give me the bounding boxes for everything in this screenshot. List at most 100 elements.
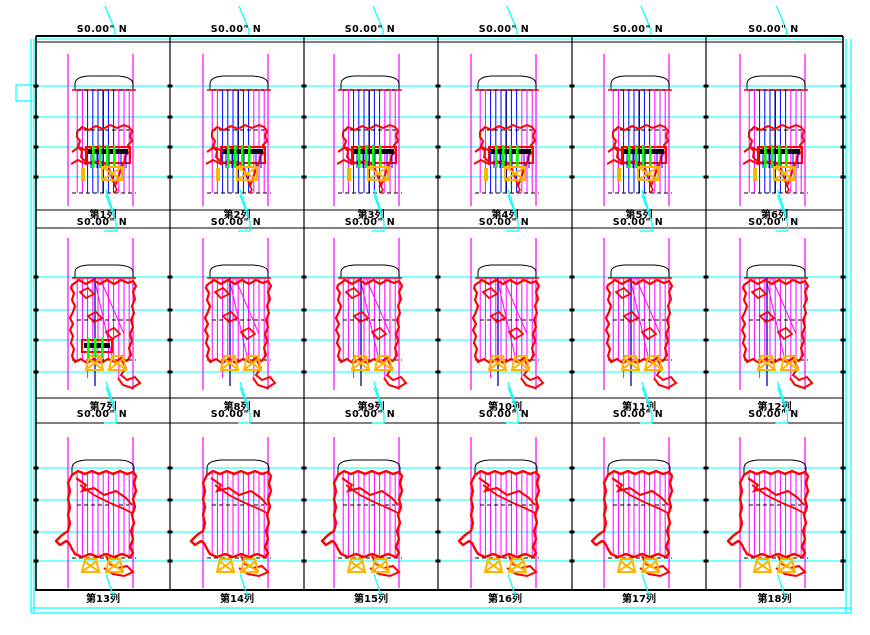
heading-leader xyxy=(372,5,384,35)
station-tick xyxy=(33,466,39,470)
station-tick xyxy=(840,84,846,88)
column-label-leader xyxy=(776,189,787,215)
panel-1 xyxy=(67,53,137,207)
column-label-leader xyxy=(641,381,651,407)
column-label: 第2列 xyxy=(224,208,251,221)
section-heading-label: S0.00" N xyxy=(211,409,262,420)
heading-leader xyxy=(104,194,117,232)
station-tick xyxy=(301,559,307,563)
panel-10 xyxy=(469,236,545,392)
station-tick xyxy=(167,84,173,88)
panel-5 xyxy=(603,53,673,207)
heading-leader xyxy=(506,5,518,35)
station-tick xyxy=(301,308,307,312)
station-tick xyxy=(301,115,307,119)
station-tick xyxy=(435,175,441,179)
station-tick xyxy=(167,498,173,502)
column-label-leader xyxy=(507,573,517,599)
station-tick xyxy=(435,559,441,563)
station-tick xyxy=(435,145,441,149)
column-label-leader xyxy=(373,381,383,407)
station-tick xyxy=(33,84,39,88)
station-tick xyxy=(435,308,441,312)
station-tick xyxy=(435,466,441,470)
column-label: 第13列 xyxy=(86,592,120,605)
column-label-leader xyxy=(507,381,517,407)
column-label-leader xyxy=(105,381,115,407)
panel-15 xyxy=(320,435,404,590)
section-heading-label: S0.00" N xyxy=(748,409,799,420)
heading-leader xyxy=(640,194,653,232)
station-tick xyxy=(840,338,846,342)
heading-leader xyxy=(372,386,385,424)
column-label: 第1列 xyxy=(90,208,117,221)
heading-leader xyxy=(238,194,251,232)
heading-leader xyxy=(238,386,251,424)
station-tick xyxy=(569,308,575,312)
panel-12 xyxy=(738,236,814,392)
panel-13 xyxy=(54,435,138,590)
station-tick xyxy=(840,466,846,470)
heading-leader xyxy=(372,194,385,232)
heading-leader xyxy=(506,386,519,424)
sheet-frame xyxy=(15,35,852,614)
section-heading-label: S0.00" N xyxy=(211,24,262,35)
station-tick xyxy=(703,370,709,374)
station-tick xyxy=(167,308,173,312)
station-tick xyxy=(167,530,173,534)
station-tick xyxy=(167,370,173,374)
station-tick xyxy=(569,275,575,279)
station-tick xyxy=(840,275,846,279)
heading-leader xyxy=(104,5,116,35)
heading-leader xyxy=(775,5,788,35)
station-tick xyxy=(569,370,575,374)
station-tick xyxy=(435,530,441,534)
panel-2 xyxy=(202,53,272,207)
column-label-leader xyxy=(373,189,383,215)
column-label-leader xyxy=(239,381,249,407)
station-tick xyxy=(301,466,307,470)
station-tick xyxy=(569,145,575,149)
panel-17 xyxy=(590,435,674,590)
heading-leader xyxy=(640,386,653,424)
station-tick xyxy=(569,115,575,119)
station-tick xyxy=(703,115,709,119)
station-tick xyxy=(435,115,441,119)
station-tick xyxy=(33,530,39,534)
station-tick xyxy=(167,115,173,119)
section-heading-label: S0.00" N xyxy=(613,217,664,228)
column-label: 第16列 xyxy=(488,592,522,605)
column-label: 第14列 xyxy=(220,592,254,605)
station-tick xyxy=(167,466,173,470)
section-heading-label: S0.00" N xyxy=(479,24,530,35)
station-tick xyxy=(301,175,307,179)
station-tick xyxy=(703,145,709,149)
station-tick xyxy=(435,84,441,88)
section-heading-label: S0.00" N xyxy=(613,24,664,35)
section-heading-label: S0.00" N xyxy=(748,24,799,35)
station-tick xyxy=(840,175,846,179)
section-heading-label: S0.00" N xyxy=(479,217,530,228)
station-tick xyxy=(569,84,575,88)
station-tick xyxy=(33,145,39,149)
heading-leader xyxy=(238,5,250,35)
station-tick xyxy=(167,275,173,279)
station-tick xyxy=(33,370,39,374)
column-label-leader xyxy=(507,189,517,215)
station-tick xyxy=(840,115,846,119)
section-heading-label: S0.00" N xyxy=(479,409,530,420)
station-tick xyxy=(33,308,39,312)
section-heading-label: S0.00" N xyxy=(77,217,128,228)
station-tick xyxy=(569,530,575,534)
section-heading-label: S0.00" N xyxy=(211,217,262,228)
panel-18 xyxy=(726,435,810,590)
station-tick xyxy=(33,115,39,119)
column-label-leader xyxy=(105,573,115,599)
station-tick xyxy=(703,84,709,88)
panel-16 xyxy=(457,435,541,590)
station-tick xyxy=(167,175,173,179)
heading-leader xyxy=(640,5,652,35)
station-tick xyxy=(435,338,441,342)
panel-4 xyxy=(470,53,540,207)
